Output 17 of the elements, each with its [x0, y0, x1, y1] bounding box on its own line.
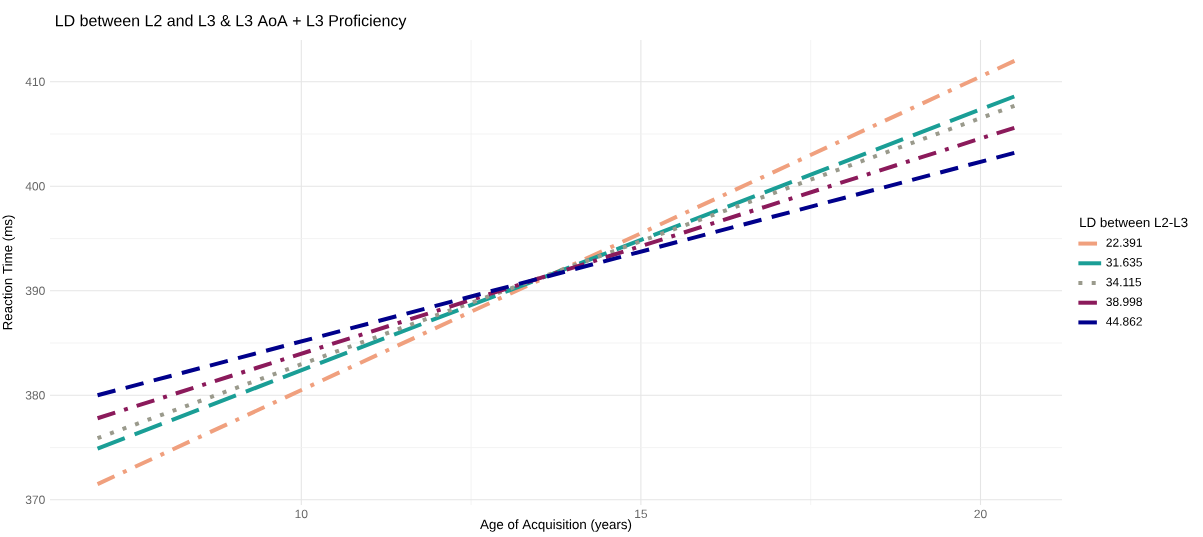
x-tick-label: 20 — [974, 509, 987, 519]
x-tick-label: 10 — [295, 509, 308, 519]
y-tick-label: 380 — [25, 391, 45, 400]
y-tick-label: 370 — [25, 495, 45, 505]
y-tick-label: 410 — [25, 77, 45, 87]
chart-title: LD between L2 and L3 & L3 AoA + L3 Proficiency — [56, 14, 407, 30]
y-tick-label: 390 — [25, 286, 45, 296]
legend-label: 38.998 — [1106, 297, 1142, 307]
y-tick-label: 400 — [25, 182, 45, 191]
x-tick-label: 15 — [635, 509, 648, 519]
legend-label: 31.635 — [1106, 258, 1143, 267]
legend-label: 34.115 — [1106, 277, 1142, 287]
x-axis-title: Age of Acquisition (years) — [480, 519, 632, 532]
legend-label: 44.862 — [1106, 317, 1142, 326]
y-axis-title: Reaction Time (ms) — [2, 215, 15, 330]
legend-title: LD between L2-L3 — [1080, 217, 1188, 228]
legend-label: 22.391 — [1106, 238, 1142, 247]
